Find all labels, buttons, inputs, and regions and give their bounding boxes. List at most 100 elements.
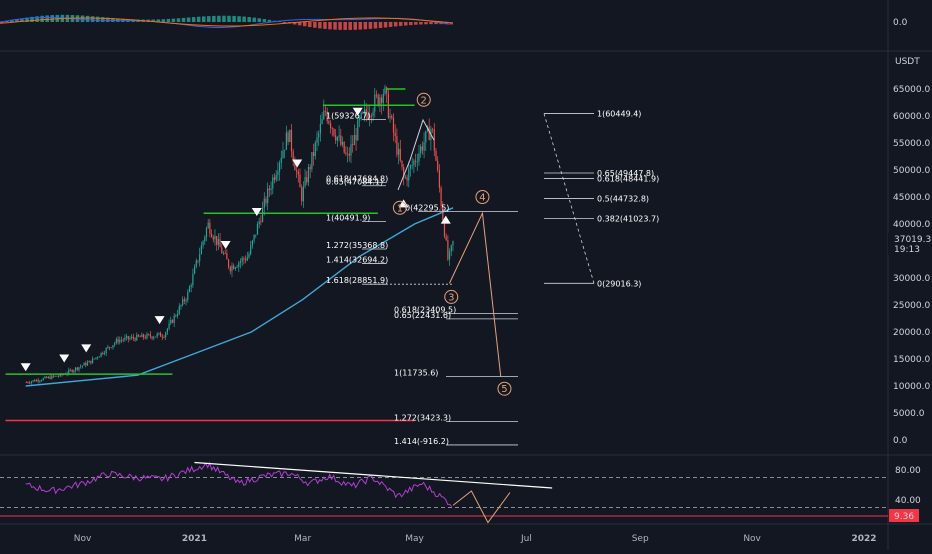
candle-body [280, 157, 282, 163]
candle-body [442, 206, 444, 220]
candle-body [131, 336, 133, 339]
candle-body [278, 162, 281, 172]
candle-body [396, 135, 398, 155]
candle-body [90, 360, 92, 364]
candle-body [435, 150, 437, 161]
macd-hist-bar [398, 22, 403, 26]
candle-body [175, 315, 177, 317]
candle-body [153, 337, 155, 339]
macd-hist-bar [297, 22, 302, 26]
macd-hist-bar [207, 16, 211, 22]
candle-body [309, 167, 311, 170]
candle-body [304, 177, 306, 187]
macd-hist-bar [368, 22, 373, 29]
candle-body [324, 110, 327, 112]
candle-body [306, 177, 308, 183]
candle-body [233, 265, 235, 269]
candle-body [74, 367, 77, 371]
candle-body [202, 241, 204, 246]
candle-body [200, 245, 202, 255]
candle-body [246, 257, 248, 261]
candle-body [42, 378, 44, 381]
candle-body [209, 222, 211, 234]
rsi-trendline [194, 461, 553, 489]
price-axis-tick: 10000.0 [893, 382, 930, 392]
candle-body [173, 315, 175, 323]
candle-body [391, 116, 393, 118]
candle-body [352, 144, 354, 146]
macd-hist-bar [414, 22, 418, 25]
candle-body [56, 375, 58, 377]
candle-body [124, 337, 126, 340]
candle-body [331, 128, 333, 130]
macd-hist-bar [333, 22, 337, 30]
macd-hist-bar [338, 22, 342, 30]
signal-triangle-down [352, 107, 363, 116]
candle-body [428, 126, 430, 141]
signal-triangle-down [220, 241, 231, 249]
candle-body [151, 336, 153, 339]
last-price-tag-bg [888, 233, 932, 256]
candle-body [336, 137, 338, 141]
candle-body [341, 141, 344, 145]
candle-body [163, 337, 165, 338]
candle-body [222, 253, 225, 255]
candle-body [346, 153, 349, 155]
candle-body [134, 338, 136, 341]
candle-body [418, 153, 420, 162]
macd-hist-bar [95, 16, 100, 22]
wave-label: 4 [479, 193, 485, 204]
candle-body [389, 116, 391, 118]
macd-hist-bar [237, 16, 241, 22]
macd-hist-bar [171, 18, 176, 22]
candle-body [180, 304, 182, 307]
candle-body [86, 362, 89, 366]
candle-body [312, 152, 315, 156]
signal-triangle-down [154, 316, 165, 325]
rsi-projection-line [452, 490, 511, 524]
macd-hist-bar [348, 22, 352, 30]
candle-body [370, 115, 372, 117]
macd-hist-bar [85, 15, 90, 22]
macd-hist-bar [222, 15, 226, 22]
fib-level-label: 0.618(47684.8) [326, 175, 388, 184]
candle-body [294, 161, 296, 171]
price-axis[interactable]: 0.0 USDT 65000.0 60000.0 55000.0 50000.0 45000… [888, 18, 932, 522]
candle-body [267, 188, 269, 204]
signal-triangle-down [59, 354, 70, 363]
time-axis[interactable]: Nov 2021 Mar May Jul Sep Nov 2022 [74, 534, 877, 544]
signal-triangle-down [292, 159, 303, 168]
macd-hist-bar [50, 15, 54, 22]
candle-body [83, 362, 85, 366]
candle-body [253, 234, 255, 241]
macd-hist-bar [267, 19, 272, 22]
candle-body [88, 360, 90, 363]
candle-body [37, 379, 39, 382]
fib-level-label: 0.382(41023.7) [597, 214, 659, 223]
candle-body [431, 128, 434, 130]
candle-body [353, 134, 355, 146]
candle-body [207, 222, 209, 229]
macd-hist-bar [156, 19, 161, 22]
candle-body [318, 133, 320, 138]
macd-hist-bar [424, 22, 428, 25]
candle-body [319, 124, 321, 134]
candle-body [44, 376, 46, 379]
candle-body [392, 117, 395, 133]
candle-body [59, 373, 61, 377]
macd-hist-bar [353, 22, 357, 30]
fib-level-label: 1(60449.4) [597, 110, 641, 119]
candle-body [362, 112, 364, 114]
candle-body [97, 357, 99, 359]
candle-body [204, 236, 206, 242]
candle-body [333, 128, 335, 136]
candle-body [112, 345, 114, 348]
candle-body [32, 380, 34, 382]
candle-body [161, 336, 163, 338]
candle-body [27, 382, 29, 384]
candle-body [433, 129, 435, 151]
macd-hist-bar [202, 16, 206, 22]
candle-body [95, 357, 97, 359]
